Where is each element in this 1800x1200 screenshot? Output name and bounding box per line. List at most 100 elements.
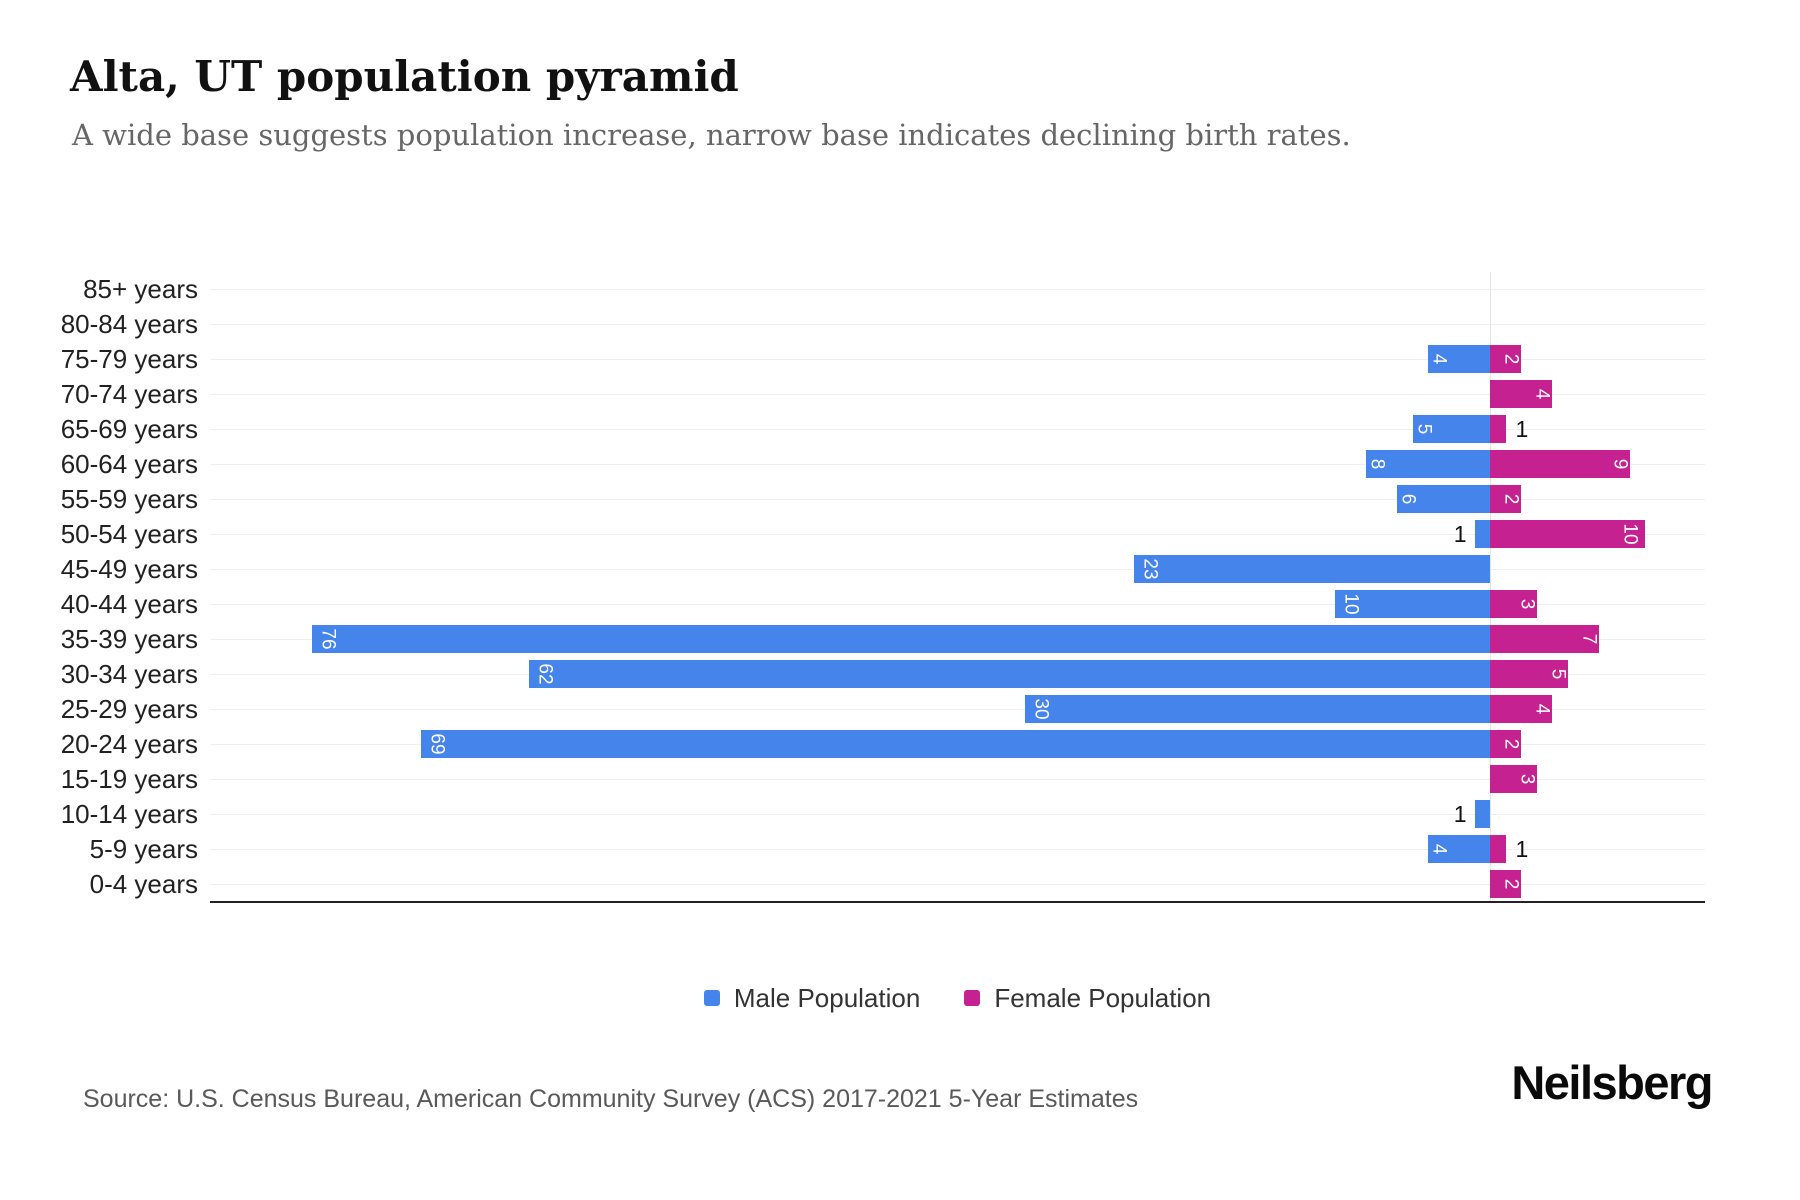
- female-bar[interactable]: [1490, 415, 1506, 443]
- male-bar[interactable]: [1474, 520, 1490, 548]
- row-gridline: [210, 499, 1705, 500]
- male-bar[interactable]: 4: [1428, 345, 1490, 373]
- row-gridline: [210, 884, 1705, 885]
- male-bar[interactable]: 5: [1412, 415, 1490, 443]
- male-bar[interactable]: 8: [1366, 450, 1490, 478]
- female-bar-value: 3: [1516, 598, 1538, 610]
- male-bar-value: 4: [1428, 843, 1450, 855]
- female-bar-value: 4: [1531, 703, 1553, 715]
- row-gridline: [210, 289, 1705, 290]
- age-group-label: 35-39 years: [60, 624, 198, 654]
- female-bar[interactable]: 3: [1490, 590, 1537, 618]
- age-group-label: 50-54 years: [60, 519, 198, 549]
- age-group-label: 30-34 years: [60, 659, 198, 689]
- male-swatch-icon: [703, 990, 720, 1006]
- row-gridline: [210, 534, 1705, 535]
- male-bar-value: 76: [317, 628, 339, 650]
- age-group-label: 20-24 years: [60, 729, 198, 759]
- female-bar-value: 5: [1547, 668, 1569, 680]
- female-bar-value: 2: [1500, 878, 1522, 890]
- female-bar-value: 3: [1516, 773, 1538, 785]
- age-group-label: 10-14 years: [60, 799, 198, 829]
- male-bar[interactable]: 76: [312, 625, 1490, 653]
- row-gridline: [210, 814, 1705, 815]
- female-bar[interactable]: 2: [1490, 870, 1522, 898]
- age-group-label: 75-79 years: [60, 344, 198, 374]
- female-bar-value: 2: [1500, 738, 1522, 750]
- chart-title: Alta, UT population pyramid: [70, 52, 739, 101]
- legend-item-female[interactable]: Female Population: [964, 983, 1211, 1014]
- male-bar[interactable]: 10: [1335, 590, 1490, 618]
- male-bar-value: 23: [1139, 558, 1161, 580]
- female-bar[interactable]: 3: [1490, 765, 1537, 793]
- legend-label-female: Female Population: [994, 982, 1212, 1013]
- male-bar-value-outside: 1: [1453, 521, 1467, 547]
- female-bar[interactable]: 2: [1490, 345, 1522, 373]
- row-gridline: [210, 394, 1705, 395]
- male-bar-value: 8: [1366, 458, 1388, 470]
- male-bar[interactable]: 30: [1025, 695, 1490, 723]
- male-bar[interactable]: 62: [529, 660, 1490, 688]
- female-bar-value: 2: [1500, 493, 1522, 505]
- female-bar[interactable]: 4: [1490, 380, 1553, 408]
- x-axis-line: [210, 901, 1705, 903]
- male-bar-value: 5: [1412, 423, 1434, 435]
- male-bar[interactable]: 4: [1428, 835, 1490, 863]
- male-bar-value-outside: 1: [1453, 801, 1467, 827]
- row-gridline: [210, 849, 1705, 850]
- female-bar[interactable]: 2: [1490, 485, 1522, 513]
- row-gridline: [210, 359, 1705, 360]
- chart-subtitle: A wide base suggests population increase…: [72, 118, 1351, 152]
- female-bar-value: 4: [1531, 388, 1553, 400]
- age-group-label: 15-19 years: [60, 764, 198, 794]
- female-bar-value: 10: [1619, 523, 1641, 545]
- male-bar-value: 10: [1340, 593, 1362, 615]
- age-group-label: 45-49 years: [60, 554, 198, 584]
- female-bar[interactable]: 2: [1490, 730, 1522, 758]
- female-bar[interactable]: 9: [1490, 450, 1630, 478]
- male-bar[interactable]: 23: [1133, 555, 1490, 583]
- age-group-label: 85+ years: [83, 274, 198, 304]
- source-text: Source: U.S. Census Bureau, American Com…: [83, 1085, 1139, 1113]
- female-bar[interactable]: 7: [1490, 625, 1599, 653]
- female-bar-value: 7: [1578, 633, 1600, 645]
- age-group-label: 25-29 years: [60, 694, 198, 724]
- female-bar-value: 9: [1609, 458, 1631, 470]
- male-bar-value: 69: [426, 733, 448, 755]
- age-group-label: 0-4 years: [89, 869, 198, 899]
- row-gridline: [210, 604, 1705, 605]
- row-gridline: [210, 429, 1705, 430]
- male-bar[interactable]: 6: [1397, 485, 1490, 513]
- legend: Male Population Female Population: [210, 982, 1705, 1014]
- female-bar[interactable]: 10: [1490, 520, 1645, 548]
- female-swatch-icon: [964, 990, 981, 1006]
- male-bar-value: 4: [1428, 353, 1450, 365]
- legend-item-male[interactable]: Male Population: [703, 982, 921, 1014]
- female-bar-value-outside: 1: [1515, 836, 1529, 862]
- male-bar[interactable]: 69: [420, 730, 1490, 758]
- neilsberg-logo: Neilsberg: [1511, 1056, 1713, 1109]
- age-group-label: 40-44 years: [60, 589, 198, 619]
- age-group-label: 5-9 years: [89, 834, 198, 864]
- female-bar-value: 2: [1500, 353, 1522, 365]
- row-gridline: [210, 709, 1705, 710]
- row-gridline: [210, 464, 1705, 465]
- age-group-label: 70-74 years: [60, 379, 198, 409]
- female-bar[interactable]: 4: [1490, 695, 1553, 723]
- age-group-label: 80-84 years: [60, 309, 198, 339]
- male-bar[interactable]: [1474, 800, 1490, 828]
- male-bar-value: 6: [1397, 493, 1419, 505]
- row-gridline: [210, 324, 1705, 325]
- male-bar-value: 30: [1030, 698, 1052, 720]
- center-axis-gridline: [1490, 272, 1491, 901]
- age-group-label: 55-59 years: [60, 484, 198, 514]
- female-bar[interactable]: 5: [1490, 660, 1568, 688]
- female-bar[interactable]: [1490, 835, 1506, 863]
- row-gridline: [210, 569, 1705, 570]
- row-gridline: [210, 779, 1705, 780]
- female-bar-value-outside: 1: [1515, 416, 1529, 442]
- age-group-label: 65-69 years: [60, 414, 198, 444]
- legend-label-male: Male Population: [733, 982, 921, 1013]
